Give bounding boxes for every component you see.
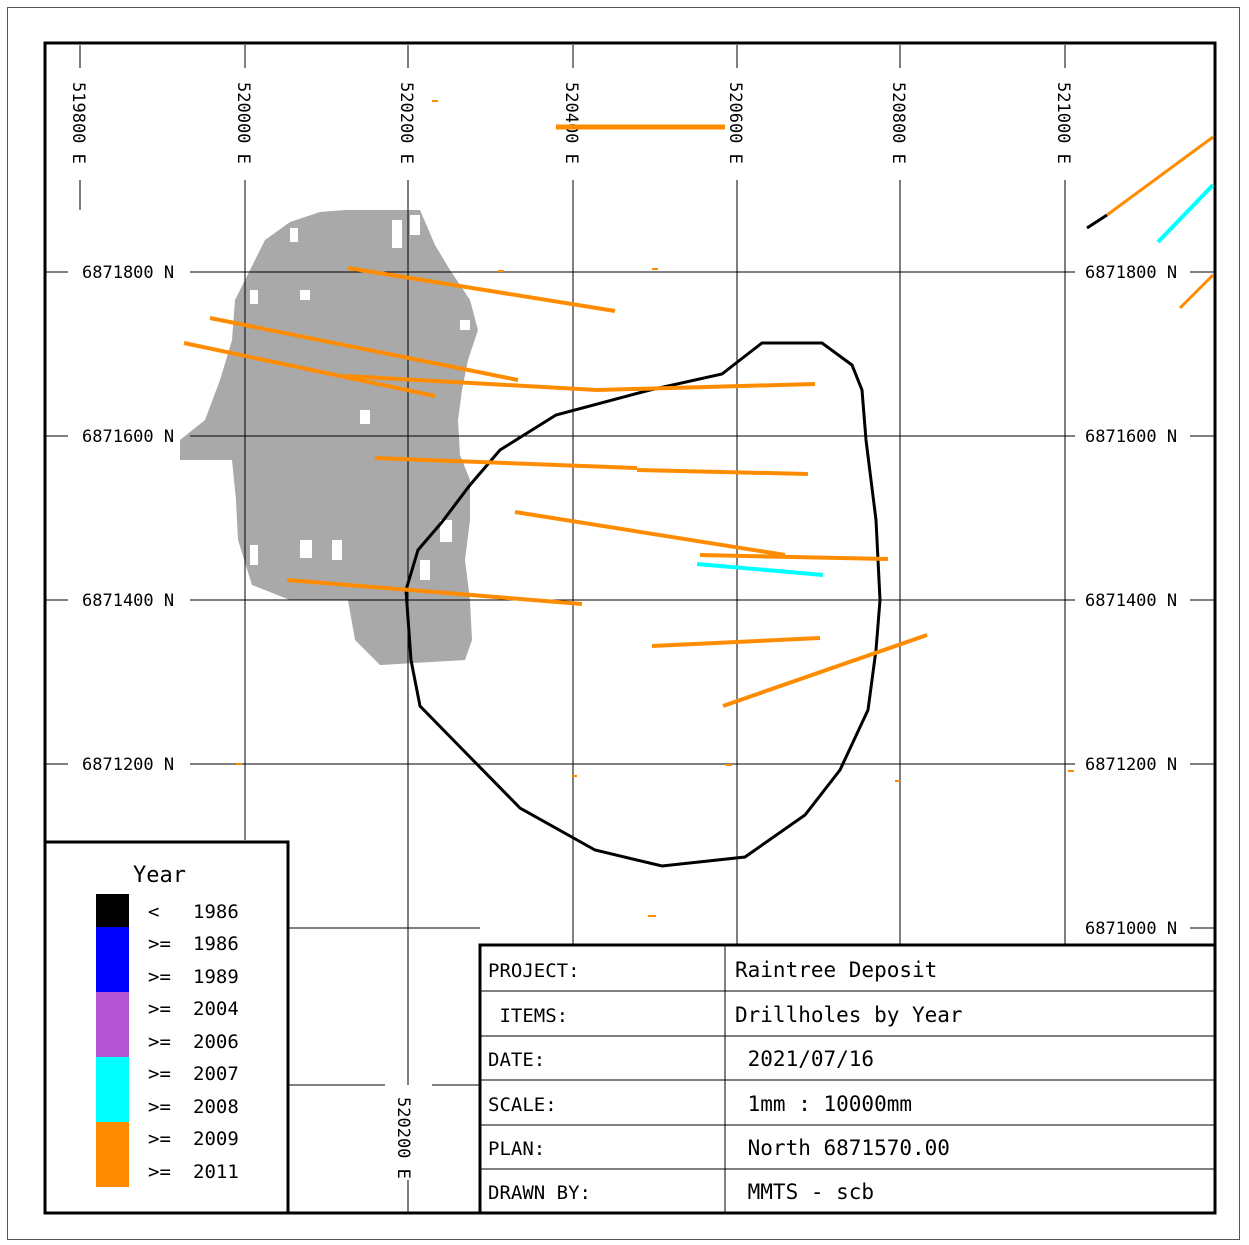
easting-label: 520400 E: [561, 82, 581, 164]
easting-label-bottom: 520200 E: [393, 1097, 413, 1179]
legend: Year < 1986 >= 1986 >= 1989 >= 2004 >= 2…: [43, 840, 290, 1215]
pit-outline: [404, 341, 882, 868]
northing-label: 6871000 N: [1085, 919, 1177, 939]
drillhole-trace: [1106, 135, 1214, 217]
easting-label: 519800 E: [68, 82, 88, 164]
northing-label: 6871800 N: [1085, 263, 1177, 283]
title-block: PROJECT: Raintree Deposit ITEMS: Drillho…: [478, 943, 1217, 1215]
geology-area: [180, 210, 478, 665]
northing-label: 6871400 N: [1085, 591, 1177, 611]
legend-swatch: [96, 1057, 129, 1122]
legend-year: 2007: [193, 1063, 239, 1085]
northing-label: 6871800 N: [82, 263, 174, 283]
drillhole-trace: [636, 468, 809, 476]
easting-label: 520600 E: [725, 82, 745, 164]
title-block-value: 2021/07/16: [735, 1047, 874, 1071]
northing-labels: 6871800 N 6871800 N 6871600 N 6871600 N …: [82, 263, 1177, 939]
easting-label: 520200 E: [396, 82, 416, 164]
legend-swatch: [96, 1122, 129, 1187]
legend-box: [43, 840, 290, 1215]
legend-year: 2008: [193, 1096, 239, 1118]
legend-op: <: [148, 901, 159, 923]
legend-op: >=: [148, 1031, 171, 1053]
legend-year: 2006: [193, 1031, 239, 1053]
drillhole-trace: [514, 510, 786, 557]
page-frame: [7, 7, 1240, 1240]
drillhole-traces: [183, 100, 1215, 917]
title-block-value: MMTS - scb: [735, 1180, 874, 1204]
legend-op: >=: [148, 998, 171, 1020]
legend-year: 1986: [193, 933, 239, 955]
drillhole-trace: [344, 374, 598, 392]
legend-year: 2011: [193, 1161, 239, 1183]
legend-op: >=: [148, 966, 171, 988]
title-block-label: DRAWN BY:: [488, 1182, 591, 1204]
drillhole-trace: [347, 266, 616, 313]
easting-labels: 519800 E 520000 E 520200 E 520400 E 5206…: [68, 82, 1073, 1179]
drillhole-trace: [1156, 183, 1215, 244]
drillhole-trace: [722, 633, 928, 708]
northing-label: 6871200 N: [82, 755, 174, 775]
northing-label: 6871600 N: [1085, 427, 1177, 447]
legend-op: >=: [148, 1128, 171, 1150]
drillhole-trace: [596, 382, 816, 392]
title-block-label: PROJECT:: [488, 960, 580, 982]
drillhole-trace: [286, 578, 583, 606]
drillhole-trace: [209, 316, 519, 382]
title-block-label: SCALE:: [488, 1094, 557, 1116]
legend-year: 2009: [193, 1128, 239, 1150]
legend-op: >=: [148, 1161, 171, 1183]
easting-label: 521000 E: [1053, 82, 1073, 164]
title-block-value: North 6871570.00: [735, 1136, 950, 1160]
title-block-label: ITEMS:: [488, 1005, 568, 1027]
title-block-value: Raintree Deposit: [735, 958, 937, 982]
legend-op: >=: [148, 1063, 171, 1085]
geology-holes: [250, 215, 470, 580]
drillhole-trace: [696, 562, 824, 577]
legend-year: 1989: [193, 966, 239, 988]
legend-op: >=: [148, 933, 171, 955]
title-block-value: Drillholes by Year: [735, 1003, 963, 1027]
title-block-value: 1mm : 10000mm: [735, 1092, 912, 1116]
grid-lines: [45, 45, 1215, 1213]
northing-label: 6871400 N: [82, 591, 174, 611]
easting-label: 520000 E: [233, 82, 253, 164]
legend-year: 2004: [193, 998, 239, 1020]
drillhole-trace: [183, 341, 436, 398]
drillhole-trace: [699, 553, 889, 561]
northing-label: 6871200 N: [1085, 755, 1177, 775]
legend-swatch: [96, 894, 129, 927]
title-block-box: [478, 943, 1217, 1215]
legend-op: >=: [148, 1096, 171, 1118]
easting-label: 520800 E: [888, 82, 908, 164]
drillhole-trace: [374, 456, 638, 470]
legend-swatch: [96, 992, 129, 1057]
drillhole-trace: [1086, 213, 1108, 230]
drillhole-trace: [651, 636, 821, 648]
title-block-label: DATE:: [488, 1049, 545, 1071]
northing-label: 6871600 N: [82, 427, 174, 447]
legend-title: Year: [133, 863, 186, 888]
legend-year: 1986: [193, 901, 239, 923]
drillhole-trace: [1178, 273, 1215, 310]
title-block-label: PLAN:: [488, 1138, 545, 1160]
legend-swatch: [96, 927, 129, 992]
